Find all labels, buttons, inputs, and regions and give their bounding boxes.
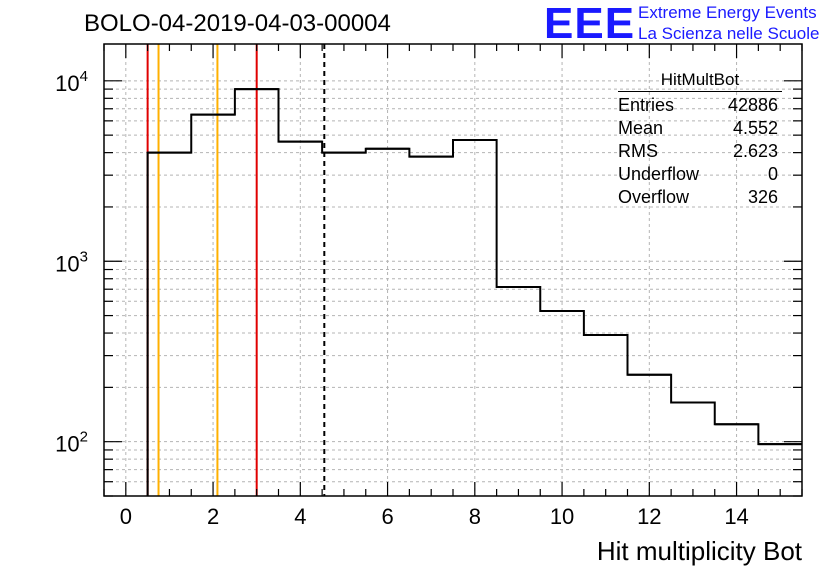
y-tick-exponent: 4: [80, 68, 88, 85]
x-tick-label: 2: [207, 504, 219, 529]
histogram-series: [146, 88, 802, 496]
stats-row-overflow: Overflow 326: [610, 186, 778, 209]
x-tick-label: 4: [294, 504, 306, 529]
grid: [104, 44, 802, 497]
eee-logo-line2: La Scienza nelle Scuole: [638, 24, 820, 43]
y-tick-label: 102: [55, 429, 88, 457]
axis-ticks: [103, 44, 803, 497]
x-axis-label: Hit multiplicity Bot: [596, 536, 802, 566]
y-tick-exponent: 3: [80, 248, 88, 265]
stats-value: 2.623: [732, 141, 778, 161]
eee-logo-line1: Extreme Energy Events: [638, 3, 817, 22]
stats-label: Overflow: [618, 187, 690, 207]
stats-label: Underflow: [618, 164, 700, 184]
x-tick-label: 12: [637, 504, 661, 529]
x-tick-label: 14: [724, 504, 748, 529]
y-tick-exponent: 2: [80, 429, 88, 446]
stats-row-rms: RMS 2.623: [610, 140, 778, 163]
stats-box: HitMultBot Entries 42886 Mean 4.552 RMS …: [610, 70, 782, 209]
tick-labels: 0 2 4 6 8 10 12 14 102 103 104: [55, 68, 749, 529]
stats-row-underflow: Underflow 0: [610, 163, 778, 186]
x-tick-label: 10: [550, 504, 574, 529]
stats-label: Entries: [618, 95, 675, 115]
stats-label: RMS: [618, 141, 658, 161]
x-tick-label: 0: [120, 504, 132, 529]
eee-logo: EEE: [544, 0, 636, 48]
stats-value: 42886: [727, 95, 778, 115]
stats-label: Mean: [618, 118, 664, 138]
chart-title: BOLO-04-2019-04-03-00004: [84, 10, 391, 37]
stats-row-entries: Entries 42886: [610, 94, 778, 117]
stats-value: 0: [767, 164, 778, 184]
stats-value: 4.552: [732, 118, 778, 138]
stats-value: 326: [747, 187, 778, 207]
y-tick-label: 104: [55, 68, 88, 96]
x-tick-label: 6: [381, 504, 393, 529]
x-tick-label: 8: [469, 504, 481, 529]
stats-row-mean: Mean 4.552: [610, 117, 778, 140]
stats-title: HitMultBot: [618, 70, 782, 92]
y-tick-label: 103: [55, 248, 88, 276]
